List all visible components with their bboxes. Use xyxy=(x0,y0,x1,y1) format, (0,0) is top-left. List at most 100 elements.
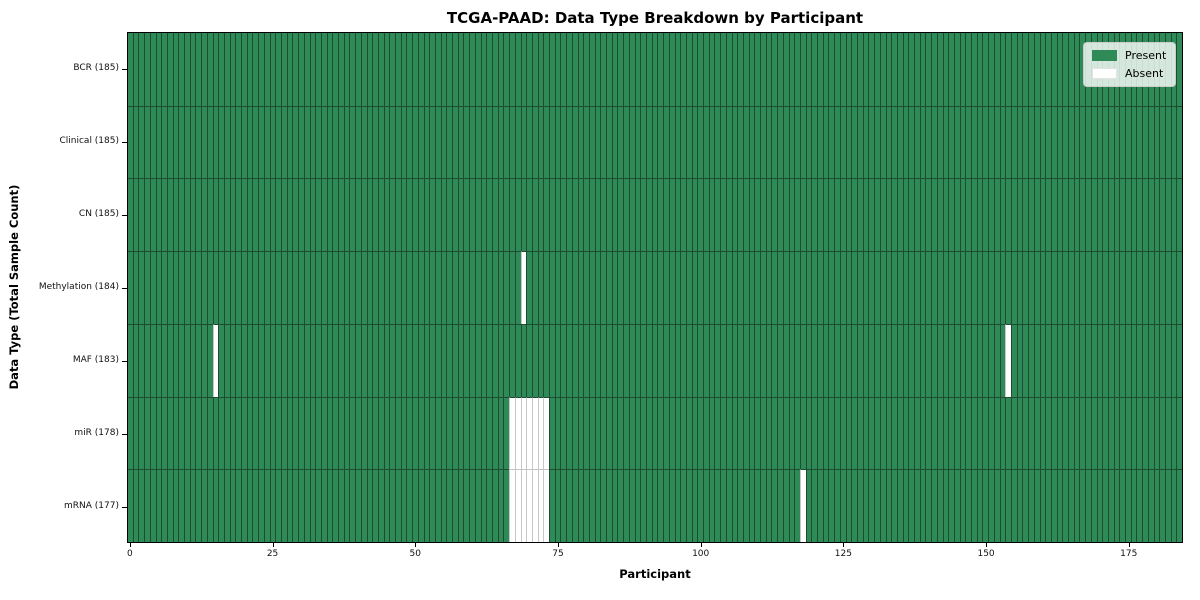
heatmap-cell xyxy=(908,323,915,397)
heatmap-cell xyxy=(1142,105,1148,179)
heatmap-cell xyxy=(252,178,259,252)
heatmap-cell xyxy=(771,251,778,324)
heatmap-cell xyxy=(543,469,550,543)
heatmap-cell xyxy=(155,323,162,397)
heatmap-cell xyxy=(988,323,994,397)
heatmap-cell xyxy=(1136,105,1143,179)
legend-swatch-absent-icon xyxy=(1092,68,1117,79)
heatmap-cell xyxy=(440,396,447,470)
heatmap-cell xyxy=(1125,251,1131,324)
heatmap-cell xyxy=(663,105,669,179)
heatmap-cell xyxy=(1176,33,1183,106)
heatmap-cell xyxy=(429,469,435,543)
heatmap-cell xyxy=(1068,469,1074,543)
heatmap-cell xyxy=(799,323,806,397)
heatmap-cell xyxy=(1153,251,1160,324)
heatmap-cell xyxy=(343,251,350,324)
heatmap-cell xyxy=(554,396,561,470)
heatmap-cell xyxy=(195,33,202,106)
heatmap-cell xyxy=(1022,251,1029,324)
heatmap-cell xyxy=(891,469,897,543)
heatmap-cell xyxy=(286,323,293,397)
heatmap-cell xyxy=(480,251,487,324)
heatmap-cell xyxy=(742,105,749,179)
heatmap-cell xyxy=(537,396,544,470)
heatmap-cell xyxy=(708,469,715,543)
heatmap-cell xyxy=(714,105,721,179)
heatmap-cell xyxy=(1159,178,1165,252)
heatmap-cell xyxy=(811,178,818,252)
heatmap-cell xyxy=(480,469,487,543)
heatmap-cell xyxy=(1136,251,1143,324)
heatmap-cell xyxy=(600,469,607,543)
heatmap-cell xyxy=(457,33,464,106)
heatmap-cell xyxy=(355,469,361,543)
heatmap-cell xyxy=(280,178,287,252)
heatmap-cell xyxy=(531,396,538,470)
heatmap-cell xyxy=(1062,33,1069,106)
heatmap-cell xyxy=(218,33,224,106)
heatmap-cell xyxy=(549,178,555,252)
heatmap-cell xyxy=(651,105,658,179)
heatmap-cell xyxy=(868,33,875,106)
heatmap-cell xyxy=(566,469,572,543)
heatmap-cell xyxy=(577,105,584,179)
heatmap-cell xyxy=(777,323,783,397)
heatmap-cell xyxy=(543,33,550,106)
heatmap-cell xyxy=(463,469,470,543)
heatmap-cell xyxy=(1056,33,1063,106)
heatmap-cell xyxy=(754,33,761,106)
heatmap-cell xyxy=(155,251,162,324)
heatmap-cell xyxy=(446,469,453,543)
heatmap-cell xyxy=(309,323,316,397)
heatmap-cell xyxy=(241,323,247,397)
heatmap-cell xyxy=(685,178,692,252)
heatmap-cell xyxy=(879,323,886,397)
heatmap-cell xyxy=(720,469,726,543)
heatmap-cell xyxy=(742,251,749,324)
heatmap-cell xyxy=(452,178,458,252)
heatmap-cell xyxy=(742,469,749,543)
heatmap-cell xyxy=(862,178,869,252)
heatmap-cell xyxy=(1068,396,1074,470)
heatmap-cell xyxy=(822,396,829,470)
heatmap-cell xyxy=(326,178,333,252)
heatmap-cell xyxy=(184,33,190,106)
heatmap-cell xyxy=(252,396,259,470)
heatmap-cell xyxy=(223,33,230,106)
plot-area xyxy=(127,32,1183,543)
heatmap-cell xyxy=(754,178,761,252)
heatmap-cell xyxy=(1062,323,1069,397)
heatmap-cell xyxy=(246,469,253,543)
heatmap-cell xyxy=(132,251,139,324)
heatmap-cell xyxy=(280,323,287,397)
heatmap-cell xyxy=(549,396,555,470)
heatmap-cell xyxy=(828,323,835,397)
x-axis-tick xyxy=(1128,543,1130,547)
heatmap-cell xyxy=(172,396,179,470)
heatmap-cell xyxy=(760,396,766,470)
heatmap-cell xyxy=(657,33,664,106)
heatmap-cell xyxy=(372,33,378,106)
heatmap-cell xyxy=(429,396,435,470)
heatmap-cell xyxy=(206,469,213,543)
heatmap-cell xyxy=(509,469,515,543)
heatmap-cell xyxy=(469,469,475,543)
heatmap-cell xyxy=(771,323,778,397)
heatmap-cell xyxy=(651,469,658,543)
heatmap-cell xyxy=(999,469,1006,543)
heatmap-cell xyxy=(469,178,475,252)
heatmap-cell xyxy=(218,105,224,179)
heatmap-cell xyxy=(680,251,686,324)
heatmap-cell xyxy=(303,396,310,470)
heatmap-cell xyxy=(828,105,835,179)
heatmap-cell xyxy=(805,105,812,179)
heatmap-cell xyxy=(1176,178,1183,252)
heatmap-cell xyxy=(914,251,920,324)
heatmap-cell xyxy=(474,251,481,324)
heatmap-cell xyxy=(1005,396,1011,470)
heatmap-cell xyxy=(714,251,721,324)
heatmap-cell xyxy=(1147,105,1154,179)
heatmap-cell xyxy=(434,323,441,397)
heatmap-cell xyxy=(383,33,390,106)
